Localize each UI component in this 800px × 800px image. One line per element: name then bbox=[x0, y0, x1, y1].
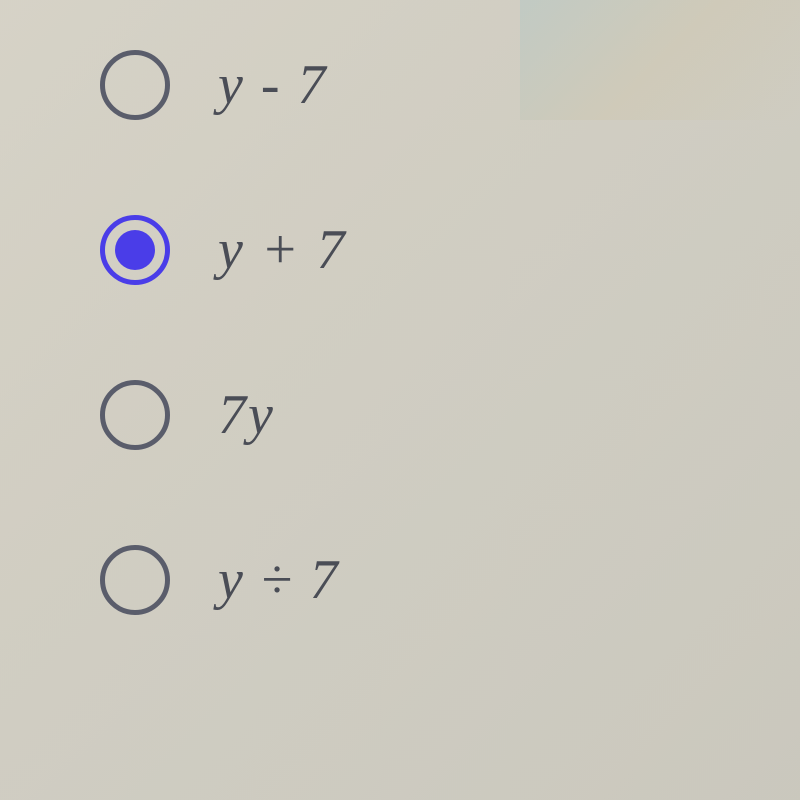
radio-button-b[interactable] bbox=[100, 215, 170, 285]
option-label-d: y ÷ 7 bbox=[218, 548, 340, 612]
radio-options-list: y - 7 y + 7 7y y ÷ 7 bbox=[100, 50, 347, 710]
option-row-b[interactable]: y + 7 bbox=[100, 215, 347, 285]
radio-button-d[interactable] bbox=[100, 545, 170, 615]
radio-inner-icon bbox=[115, 230, 155, 270]
option-label-c: 7y bbox=[218, 383, 275, 447]
option-row-d[interactable]: y ÷ 7 bbox=[100, 545, 347, 615]
option-label-b: y + 7 bbox=[218, 218, 347, 282]
radio-button-c[interactable] bbox=[100, 380, 170, 450]
radio-button-a[interactable] bbox=[100, 50, 170, 120]
option-row-a[interactable]: y - 7 bbox=[100, 50, 347, 120]
option-row-c[interactable]: 7y bbox=[100, 380, 347, 450]
option-label-a: y - 7 bbox=[218, 53, 328, 117]
